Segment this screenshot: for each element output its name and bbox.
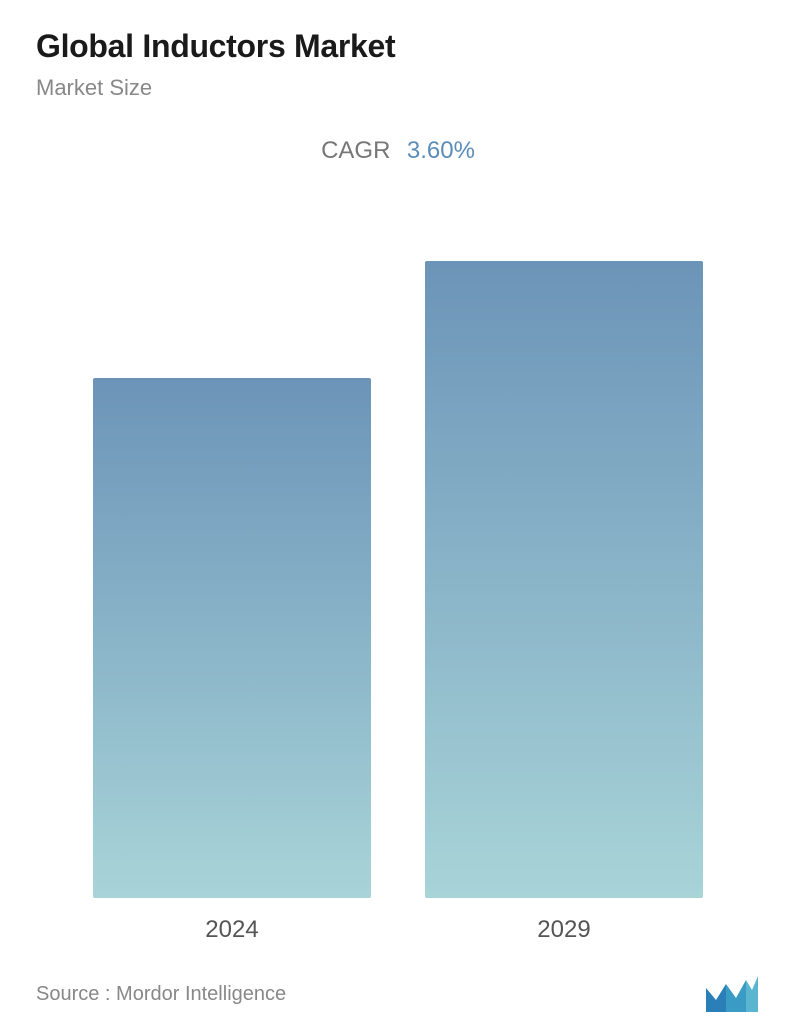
cagr-label: CAGR [321, 137, 390, 164]
chart-footer: Source : Mordor Intelligence [36, 954, 760, 1014]
cagr-value: 3.60% [407, 137, 475, 164]
mordor-logo-icon [704, 974, 760, 1014]
bar-chart-area: 2024 2029 [36, 185, 760, 954]
bar-1 [425, 261, 704, 898]
chart-title: Global Inductors Market [36, 28, 760, 65]
bar-group-0: 2024 [93, 378, 372, 944]
bar-label-0: 2024 [205, 916, 258, 944]
bar-group-1: 2029 [425, 261, 704, 944]
chart-subtitle: Market Size [36, 75, 760, 101]
cagr-row: CAGR 3.60% [36, 137, 760, 165]
chart-container: Global Inductors Market Market Size CAGR… [0, 0, 796, 1034]
bar-label-1: 2029 [537, 916, 590, 944]
source-text: Source : Mordor Intelligence [36, 983, 286, 1006]
bar-0 [93, 378, 372, 898]
